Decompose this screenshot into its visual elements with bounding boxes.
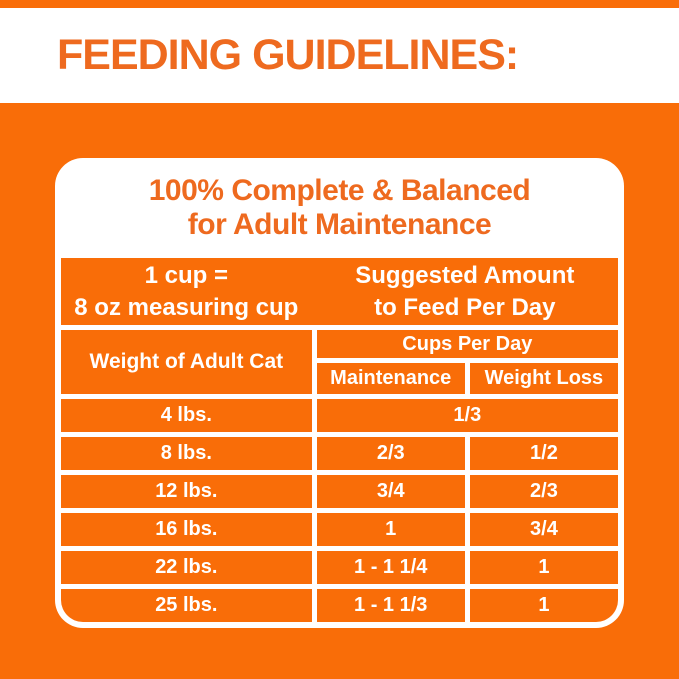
feeding-table-card: 100% Complete & Balanced for Adult Maint… <box>55 158 624 628</box>
maintenance-column-header: Maintenance <box>316 363 465 394</box>
weight-loss-column-header: Weight Loss <box>469 363 619 394</box>
card-heading: 100% Complete & Balanced for Adult Maint… <box>55 158 624 258</box>
table-row: 8 lbs. 2/3 1/2 <box>61 437 619 470</box>
table-row: 12 lbs. 3/4 2/3 <box>61 475 619 508</box>
suggested-amount-line1: Suggested Amount <box>355 262 575 290</box>
cups-per-day-group: Cups Per Day Maintenance Weight Loss <box>316 330 619 394</box>
cup-measure-line2: 8 oz measuring cup <box>74 293 299 321</box>
weight-cell: 25 lbs. <box>61 589 312 622</box>
cups-subcolumns: Maintenance Weight Loss <box>316 363 619 394</box>
weight-cell: 16 lbs. <box>61 513 312 546</box>
cup-measure-note: 1 cup = 8 oz measuring cup <box>61 258 312 325</box>
weight-cell: 4 lbs. <box>61 399 312 432</box>
weight-loss-amount-cell: 1 <box>469 589 619 622</box>
weight-loss-amount-cell: 1 <box>469 551 619 584</box>
table-row: 4 lbs. 1/3 <box>61 399 618 432</box>
weight-cell: 22 lbs. <box>61 551 312 584</box>
feeding-table: 1 cup = 8 oz measuring cup Suggested Amo… <box>61 258 619 622</box>
maintenance-amount-cell: 3/4 <box>316 475 465 508</box>
maintenance-amount-cell: 2/3 <box>316 437 465 470</box>
table-row: 22 lbs. 1 - 1 1/4 1 <box>61 551 619 584</box>
cups-per-day-header: Cups Per Day <box>316 330 618 358</box>
maintenance-amount-cell: 1 - 1 1/4 <box>316 551 465 584</box>
weight-cell: 8 lbs. <box>61 437 312 470</box>
cup-measure-line1: 1 cup = <box>144 262 228 290</box>
orange-background-area: 100% Complete & Balanced for Adult Maint… <box>0 103 679 679</box>
top-orange-strip <box>0 0 679 8</box>
weight-loss-amount-cell: 2/3 <box>469 475 619 508</box>
amount-cell-spanning: 1/3 <box>316 399 618 432</box>
cup-info-row: 1 cup = 8 oz measuring cup Suggested Amo… <box>61 258 618 325</box>
weight-loss-amount-cell: 3/4 <box>469 513 619 546</box>
weight-loss-amount-cell: 1/2 <box>469 437 619 470</box>
card-heading-line2: for Adult Maintenance <box>187 208 492 241</box>
page-title: FEEDING GUIDELINES: <box>57 31 519 79</box>
suggested-amount-header: Suggested Amount to Feed Per Day <box>312 258 618 325</box>
table-header-row: Weight of Adult Cat Cups Per Day Mainten… <box>61 330 619 394</box>
header-band: FEEDING GUIDELINES: <box>0 8 679 103</box>
weight-cell: 12 lbs. <box>61 475 312 508</box>
maintenance-amount-cell: 1 - 1 1/3 <box>316 589 465 622</box>
card-heading-line1: 100% Complete & Balanced <box>148 174 531 208</box>
suggested-amount-line2: to Feed Per Day <box>374 293 556 321</box>
table-row: 16 lbs. 1 3/4 <box>61 513 619 546</box>
weight-column-header: Weight of Adult Cat <box>61 330 312 394</box>
maintenance-amount-cell: 1 <box>316 513 465 546</box>
table-row: 25 lbs. 1 - 1 1/3 1 <box>61 589 619 622</box>
